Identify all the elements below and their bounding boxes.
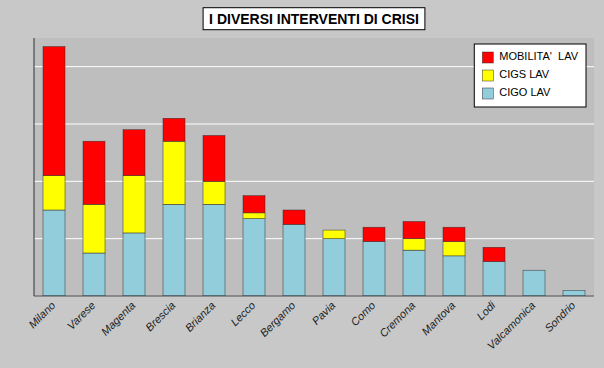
bar-segment xyxy=(363,227,385,241)
x-tick-label: Mantova xyxy=(419,299,457,337)
bar-segment xyxy=(283,210,305,224)
x-tick-label: Como xyxy=(348,299,377,328)
x-tick-label: Pavia xyxy=(310,299,338,327)
bar-segment xyxy=(43,47,65,176)
legend-label: CIGS LAV xyxy=(499,68,550,80)
bar-segment xyxy=(403,221,425,238)
x-tick-label: Varese xyxy=(65,299,98,332)
x-tick-labels: Milano VareseMagentaBresciaBrianza LeccoBe… xyxy=(26,299,577,352)
legend-swatch xyxy=(482,52,493,63)
x-tick-label: Brianza xyxy=(183,299,218,334)
title-box xyxy=(203,8,425,30)
x-axis-line xyxy=(34,296,594,297)
x-tick-label: Bergamo xyxy=(257,299,297,339)
bar-segment xyxy=(203,135,225,181)
bar-segment xyxy=(283,224,305,296)
legend-label: CIGO LAV xyxy=(499,86,551,98)
legend-box xyxy=(474,44,586,107)
bar-segment xyxy=(563,290,585,291)
legend: MOBILITA' LAV CIGS LAV CIGO LAV xyxy=(474,44,586,107)
bar-segment xyxy=(123,176,145,233)
bar-segment xyxy=(43,176,65,210)
bar-segment xyxy=(363,242,385,296)
bar-segment xyxy=(523,270,545,296)
bar-segment xyxy=(563,290,585,296)
legend-label: MOBILITA' LAV xyxy=(499,50,578,62)
x-tick-label: Cremona xyxy=(377,299,417,339)
x-tick-label: Sondrio xyxy=(542,299,577,334)
title: I DIVERSI INTERVENTI DI CRISI xyxy=(209,11,419,27)
bar-segment xyxy=(323,230,345,239)
legend-swatch xyxy=(482,88,493,99)
x-tick-label: Milano xyxy=(26,299,57,330)
bar-segment xyxy=(163,204,185,296)
bar-segment xyxy=(203,204,225,296)
bar-segment xyxy=(443,256,465,296)
bar-segment xyxy=(443,242,465,256)
bar-segment xyxy=(243,219,265,296)
bar-segment xyxy=(483,262,505,296)
bar-segment xyxy=(443,227,465,241)
grid-line xyxy=(34,124,594,125)
bar-segment xyxy=(323,230,345,231)
x-tick-label: Lodi xyxy=(474,299,498,323)
x-tick-label: Magenta xyxy=(99,299,138,338)
bar-segment xyxy=(123,233,145,296)
title-group: I DIVERSI INTERVENTI DI CRISI xyxy=(203,8,425,30)
bar-segment xyxy=(523,270,545,271)
bar-segment xyxy=(403,239,425,250)
bar-segment xyxy=(83,141,105,204)
bar-segment xyxy=(403,250,425,296)
bar-segment xyxy=(523,270,545,271)
x-tick-label: Valcamonica xyxy=(485,299,538,352)
bar-segment xyxy=(163,118,185,141)
chart: Milano VareseMagentaBresciaBrianza LeccoBe… xyxy=(0,0,604,368)
x-tick-label: Brescia xyxy=(143,299,177,333)
y-axis-line xyxy=(34,38,35,296)
grid-line xyxy=(34,296,594,297)
bar-segment xyxy=(243,196,265,213)
bar-segment xyxy=(163,141,185,204)
bar-segment xyxy=(563,290,585,291)
bar-segment xyxy=(43,210,65,296)
bar-segment xyxy=(243,213,265,219)
plot-background xyxy=(34,38,594,296)
grid-line xyxy=(34,238,594,239)
legend-swatch xyxy=(482,70,493,81)
x-tick-label: Lecco xyxy=(228,299,257,328)
bar-segment xyxy=(83,204,105,253)
bar-segment xyxy=(123,130,145,176)
bar-segment xyxy=(83,253,105,296)
bar-segment xyxy=(203,181,225,204)
bar-segment xyxy=(483,247,505,261)
bar-segment xyxy=(323,239,345,296)
grid-line xyxy=(34,181,594,182)
